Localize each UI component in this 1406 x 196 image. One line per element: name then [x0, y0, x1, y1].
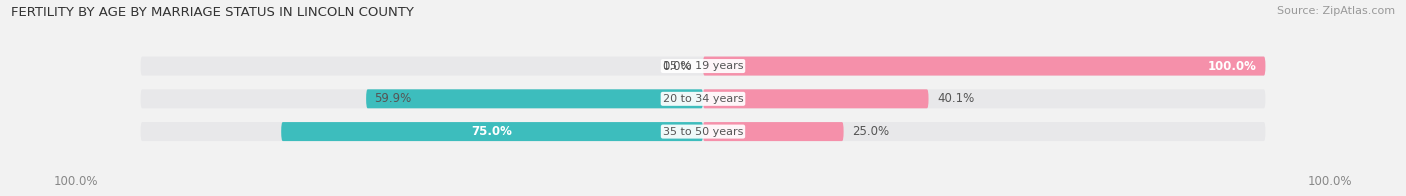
FancyBboxPatch shape	[281, 122, 703, 141]
Text: 20 to 34 years: 20 to 34 years	[662, 94, 744, 104]
FancyBboxPatch shape	[703, 57, 1265, 75]
FancyBboxPatch shape	[141, 122, 1265, 141]
Text: 100.0%: 100.0%	[1308, 175, 1353, 188]
Text: Source: ZipAtlas.com: Source: ZipAtlas.com	[1277, 6, 1395, 16]
Text: FERTILITY BY AGE BY MARRIAGE STATUS IN LINCOLN COUNTY: FERTILITY BY AGE BY MARRIAGE STATUS IN L…	[11, 6, 415, 19]
Text: 35 to 50 years: 35 to 50 years	[662, 127, 744, 137]
Text: 75.0%: 75.0%	[471, 125, 513, 138]
FancyBboxPatch shape	[703, 122, 844, 141]
Text: 25.0%: 25.0%	[852, 125, 889, 138]
Text: 100.0%: 100.0%	[1208, 60, 1257, 73]
Text: 100.0%: 100.0%	[53, 175, 98, 188]
Text: 15 to 19 years: 15 to 19 years	[662, 61, 744, 71]
FancyBboxPatch shape	[703, 89, 928, 108]
FancyBboxPatch shape	[141, 57, 1265, 75]
FancyBboxPatch shape	[366, 89, 703, 108]
Text: 59.9%: 59.9%	[374, 92, 412, 105]
Text: 0.0%: 0.0%	[662, 60, 692, 73]
FancyBboxPatch shape	[141, 89, 1265, 108]
Text: 40.1%: 40.1%	[936, 92, 974, 105]
